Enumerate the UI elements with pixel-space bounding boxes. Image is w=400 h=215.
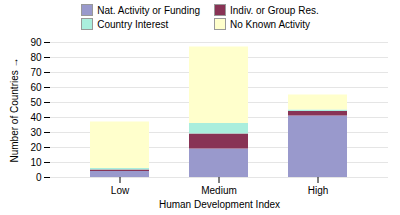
- svg-text:40: 40: [30, 112, 42, 123]
- svg-text:High: High: [308, 185, 329, 196]
- svg-text:Low: Low: [111, 185, 130, 196]
- svg-text:Human Development Index: Human Development Index: [159, 199, 280, 210]
- svg-text:60: 60: [30, 82, 42, 93]
- svg-text:Number of Countries →: Number of Countries →: [9, 57, 20, 162]
- svg-text:20: 20: [30, 142, 42, 153]
- svg-text:0: 0: [36, 172, 42, 183]
- html-text:Country Interest: Country Interest: [97, 18, 169, 30]
- html-text:No Known Activity: No Known Activity: [230, 18, 311, 30]
- svg-text:90: 90: [30, 37, 42, 48]
- svg-text:70: 70: [30, 67, 42, 78]
- html-text:Indiv. or Group Res.: Indiv. or Group Res.: [230, 4, 319, 16]
- svg-text:Medium: Medium: [201, 185, 237, 196]
- svg-text:30: 30: [30, 127, 42, 138]
- html-text:Nat. Activity or Funding: Nat. Activity or Funding: [97, 4, 200, 16]
- svg-text:50: 50: [30, 97, 42, 108]
- svg-text:80: 80: [30, 52, 42, 63]
- svg-text:10: 10: [30, 157, 42, 168]
